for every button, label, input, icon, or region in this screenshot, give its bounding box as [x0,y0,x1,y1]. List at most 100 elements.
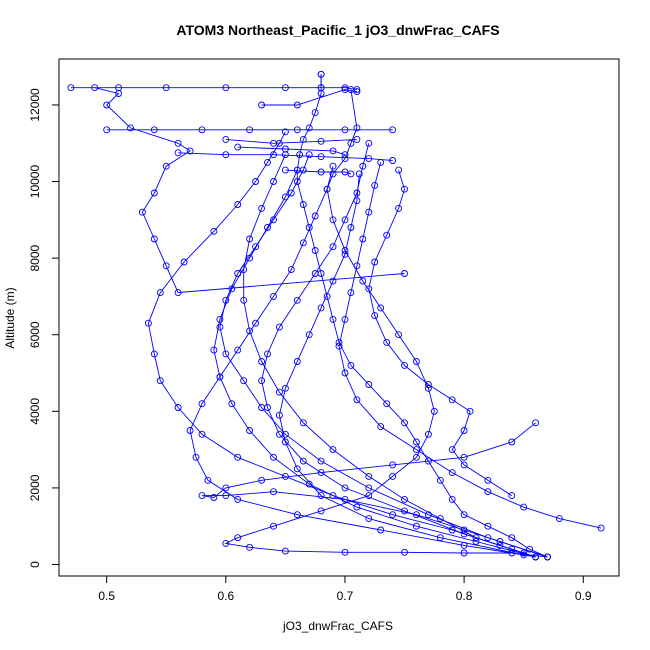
data-point [311,270,319,277]
data-point [287,266,295,274]
data-point [401,507,408,515]
series-12 [275,170,528,559]
data-point [329,315,337,323]
data-point [359,235,367,243]
data-point [329,162,337,170]
data-point [162,162,170,170]
data-point [347,139,355,147]
data-point [365,155,373,163]
data-point [246,126,254,134]
data-point [460,549,468,557]
data-point [389,472,397,480]
data-point [281,384,289,392]
data-point [389,461,397,469]
data-point [299,419,307,427]
data-point [264,350,271,358]
series-line [189,166,536,558]
data-point [216,315,224,323]
data-point [555,515,563,523]
data-point [258,377,266,385]
series-1 [67,70,408,297]
data-point [323,185,331,193]
series-line [261,89,357,106]
data-point [389,157,397,164]
x-axis: 0.5 0.6 0.7 0.8 0.9 [98,576,592,603]
data-point [252,319,260,327]
data-point [484,534,492,542]
data-point [150,126,158,134]
data-point [67,84,75,92]
series-line [261,143,524,554]
data-point [341,369,349,377]
data-point [311,212,319,220]
series-18 [281,166,355,178]
data-point [371,258,379,266]
data-point [296,151,304,159]
data-point [234,143,242,151]
series-line [224,89,548,558]
data-point [150,235,158,243]
data-point [520,503,528,511]
data-point [329,216,337,224]
data-point [341,484,349,492]
series-19 [317,84,361,94]
y-tick-label: 4000 [28,398,42,425]
data-point [299,457,307,465]
data-point [424,381,432,388]
data-point [293,511,301,519]
data-point [365,484,373,492]
data-point [329,492,337,500]
series-line [321,87,357,91]
data-point [174,404,182,411]
data-point [222,151,230,159]
data-point [341,84,349,92]
data-point [472,538,480,545]
data-point [210,494,218,501]
data-point [198,126,206,134]
data-point [275,388,283,396]
data-point [329,170,337,178]
data-point [317,137,325,145]
series-3 [222,86,551,561]
data-point [293,126,301,134]
data-point [383,400,391,408]
data-point [508,438,516,446]
data-point [395,204,403,212]
data-point [353,135,361,143]
data-point [281,145,289,153]
data-point [383,231,391,239]
data-point [436,534,444,542]
data-point [341,168,349,176]
data-point [234,201,242,208]
y-axis-label: Altitude (m) [3,287,17,348]
series-line [338,162,602,529]
data-point [240,377,248,385]
data-point [317,168,325,176]
data-point [371,312,379,320]
data-point [341,126,349,134]
data-point [335,342,343,350]
data-point [317,304,325,312]
data-point [532,419,540,427]
data-point [270,139,277,147]
data-point [144,319,152,327]
data-point [341,250,349,258]
series-line [70,74,405,294]
data-point [150,189,158,197]
data-point [174,289,182,297]
data-point [377,526,385,534]
data-point [317,469,325,477]
data-point [383,338,391,346]
data-point [341,86,349,94]
data-point [508,492,516,500]
data-point [401,419,408,427]
data-point [544,553,551,561]
data-point [395,331,403,339]
data-point [162,84,170,92]
data-point [365,515,373,523]
data-point [347,224,355,231]
data-point [293,178,301,185]
data-point [484,476,492,484]
data-point [365,208,373,216]
